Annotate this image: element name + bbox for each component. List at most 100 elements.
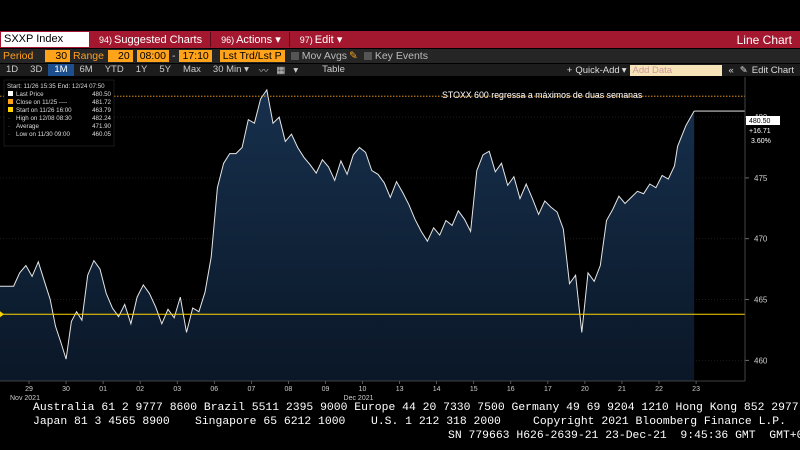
tab-1y[interactable]: 1Y — [135, 64, 148, 75]
edit-chart-button[interactable]: Edit Chart — [751, 64, 794, 76]
footer-session-info: SN 779663 H626-2639-21 23-Dec-21 9:45:36… — [448, 430, 800, 442]
legend-value: 482.24 — [92, 115, 111, 122]
plus-icon: + — [566, 64, 573, 76]
ticker-field[interactable]: SXXP Index — [1, 32, 89, 47]
tab-5y[interactable]: 5Y — [159, 64, 171, 75]
period-label: Period — [3, 50, 34, 62]
x-tick-label: 14 — [433, 386, 441, 393]
y-tick-label: 460 — [754, 356, 768, 365]
price-area — [0, 88, 745, 382]
x-tick-label: 01 — [99, 386, 107, 393]
tab-3d[interactable]: 3D — [30, 64, 43, 75]
x-tick-label: 30 — [62, 386, 70, 393]
chart-area: 460465470475480 293001020306070809101314… — [0, 77, 800, 402]
mov-avgs-toggle[interactable]: Mov Avgs — [290, 50, 347, 62]
x-tick-label: 15 — [470, 386, 478, 393]
period-field[interactable]: 30 — [45, 50, 71, 62]
legend-value: 480.50 — [92, 91, 111, 98]
legend-label: Close on 11/25 ---- — [16, 99, 67, 106]
x-tick-label: 20 — [581, 386, 589, 393]
tab-max[interactable]: Max — [182, 64, 201, 75]
y-tick-label: 475 — [754, 174, 768, 183]
pencil-icon[interactable]: ✎ — [349, 50, 358, 62]
legend-label: Average — [16, 123, 39, 130]
chart-annotation: STOXX 600 regressa a máximos de duas sem… — [442, 90, 643, 100]
start-marker-icon — [0, 311, 4, 318]
legend-frame — [3, 79, 115, 147]
checkbox-icon — [290, 52, 299, 61]
x-tick-label: 29 — [25, 386, 33, 393]
legend-swatch — [8, 99, 13, 104]
chevron-down-icon: ▾ — [244, 64, 249, 75]
title-separator — [210, 32, 212, 47]
legend-swatch — [8, 91, 13, 96]
interval-label: 30 Min — [212, 64, 242, 75]
legend-label: Low on 11/30 09:00 — [16, 131, 70, 138]
footer: Australia 61 2 9777 8600 Brazil 5511 239… — [0, 401, 800, 450]
x-tick-label: 03 — [173, 386, 181, 393]
last-price-value: 480.50 — [749, 118, 771, 125]
start-time-field[interactable]: 08:00 — [136, 50, 169, 62]
series-line-last-price — [0, 88, 695, 360]
x-tick-label: 17 — [544, 386, 552, 393]
parameter-row: Period 30 Range 20 08:00 - 17:10 Lst Trd… — [0, 49, 800, 63]
price-chart: 460465470475480 293001020306070809101314… — [0, 77, 780, 402]
interval-select[interactable]: 30 Min ▾ — [207, 64, 255, 76]
range-label: Range — [73, 50, 104, 62]
x-month-label: Dec 2021 — [344, 395, 374, 400]
tab-1m[interactable]: 1M — [48, 64, 74, 76]
collapse-icon[interactable]: « — [728, 64, 734, 76]
x-tick-label: 23 — [692, 386, 700, 393]
suggested-charts-button[interactable]: 94) Suggested Charts — [99, 34, 202, 46]
last-price-pct: 3.60% — [751, 138, 771, 145]
range-tab-row: 1D 3D 1M 6M YTD 1Y 5Y Max 30 Min ▾ 〰 ▦ ▾… — [0, 64, 800, 77]
y-tick-label: 465 — [754, 296, 768, 305]
legend-label: High on 12/08 08:30 — [16, 115, 72, 122]
table-button[interactable]: Table — [322, 64, 345, 75]
add-data-input[interactable]: Add Data — [630, 64, 723, 76]
actions-label: Actions — [236, 34, 273, 46]
legend-swatch — [8, 107, 13, 112]
quick-add-group: + Quick-Add ▾ Add Data « ✎ Edit Chart — [566, 64, 800, 76]
legend-box: Start: 11/26 15:35 End: 12/24 07:50 Last… — [3, 79, 115, 147]
legend-value: 463.79 — [92, 107, 111, 114]
range-field[interactable]: 20 — [108, 50, 133, 62]
reference-lines — [0, 95, 745, 318]
edit-button[interactable]: 97) Edit ▾ — [300, 33, 343, 46]
legend-header: Start: 11/26 15:35 End: 12/24 07:50 — [7, 83, 105, 90]
tab-ytd[interactable]: YTD — [104, 64, 124, 75]
chart-style-icon[interactable]: ▦ — [276, 64, 286, 76]
x-tick-label: 07 — [247, 386, 255, 393]
legend-bullet: · — [8, 131, 10, 138]
tab-6m[interactable]: 6M — [79, 64, 93, 75]
footer-copyright: Copyright 2021 Bloomberg Finance L.P. — [533, 416, 786, 428]
footer-contacts-singapore: Singapore 65 6212 1000 — [195, 416, 346, 428]
options-chevron-icon[interactable]: ▾ — [293, 64, 299, 76]
x-axis: 29 30 01 02 03 06 07 08 09 10 13 14 15 16 17 20 21 22 23 No… — [0, 380, 745, 402]
suggested-charts-number: 94) — [99, 34, 113, 45]
last-price-box: 480.50 +16.71 3.60% — [746, 116, 780, 145]
edit-number: 97) — [299, 35, 313, 45]
pencil-icon: ✎ — [739, 64, 748, 76]
end-time-field[interactable]: 17:10 — [179, 50, 212, 62]
legend-rows: Last Price 480.50 Close on 11/25 ---- 481.7… — [8, 91, 112, 138]
legend-bullet: · — [8, 115, 10, 122]
quick-add-button[interactable]: Quick-Add — [575, 64, 620, 76]
line-style-icon[interactable]: 〰 — [258, 66, 269, 77]
key-events-toggle[interactable]: Key Events — [363, 50, 428, 62]
quick-add-chevron-icon: ▾ — [621, 64, 627, 76]
legend-label: Start on 11/26 16:00 — [16, 107, 72, 114]
x-tick-label: 13 — [396, 386, 404, 393]
tab-1d[interactable]: 1D — [6, 64, 19, 75]
x-tick-label: 10 — [359, 386, 367, 393]
x-tick-label: 16 — [507, 386, 515, 393]
x-tick-label: 08 — [285, 386, 293, 393]
x-tick-label: 21 — [618, 386, 626, 393]
legend-label: Last Price — [16, 91, 44, 98]
last-price-change: +16.71 — [749, 128, 771, 135]
actions-button[interactable]: 96) Actions ▾ — [221, 33, 281, 46]
title-separator — [288, 32, 290, 47]
last-trade-field[interactable]: Lst Trd/Lst P — [219, 50, 285, 62]
actions-chevron-icon: ▾ — [275, 34, 281, 46]
checkbox-icon — [363, 52, 372, 61]
